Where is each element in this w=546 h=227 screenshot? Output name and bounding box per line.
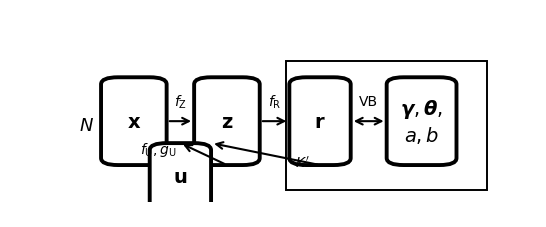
Text: $N$: $N$ (79, 116, 94, 134)
FancyBboxPatch shape (289, 78, 351, 165)
Bar (286, 62, 487, 190)
Text: $\mathbf{r}$: $\mathbf{r}$ (314, 112, 326, 131)
Text: $K'$: $K'$ (295, 155, 309, 170)
Text: $\mathbf{x}$: $\mathbf{x}$ (127, 112, 141, 131)
FancyBboxPatch shape (194, 78, 260, 165)
Text: $\mathbf{z}$: $\mathbf{z}$ (221, 112, 233, 131)
FancyBboxPatch shape (387, 78, 456, 165)
FancyBboxPatch shape (150, 143, 211, 210)
Text: $f_{\mathrm{R}}$: $f_{\mathrm{R}}$ (268, 93, 282, 110)
Text: $f_{\mathrm{Z}}$: $f_{\mathrm{Z}}$ (174, 93, 187, 110)
Text: $\boldsymbol{\gamma}, \boldsymbol{\theta},$
$a, b$: $\boldsymbol{\gamma}, \boldsymbol{\theta… (400, 98, 443, 146)
Text: $f_{\mathrm{U}}, g_{\mathrm{U}}$: $f_{\mathrm{U}}, g_{\mathrm{U}}$ (140, 141, 176, 158)
Text: $\mathbf{u}$: $\mathbf{u}$ (173, 167, 187, 186)
FancyBboxPatch shape (101, 78, 167, 165)
Text: VB: VB (359, 95, 378, 109)
